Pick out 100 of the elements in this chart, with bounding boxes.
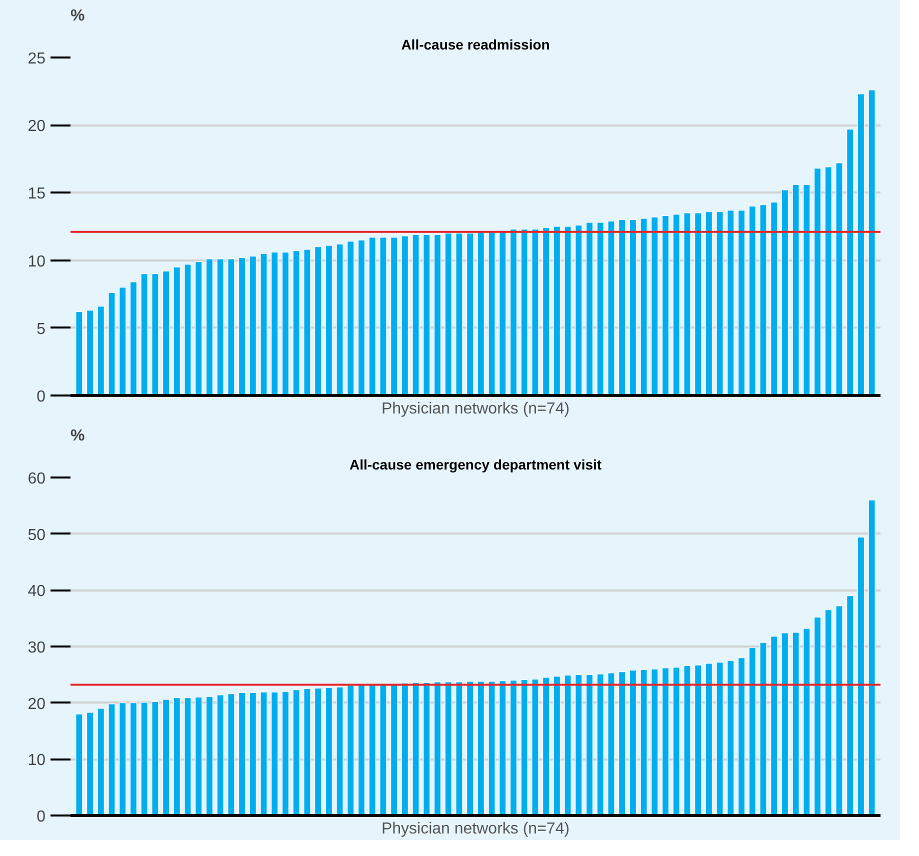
bar xyxy=(97,306,104,396)
bar xyxy=(824,610,832,816)
bar xyxy=(282,252,290,396)
bar xyxy=(694,212,702,396)
bar xyxy=(119,287,126,396)
bar xyxy=(608,672,615,816)
bar xyxy=(444,682,452,816)
bar xyxy=(292,250,300,396)
bar xyxy=(781,190,789,396)
bar xyxy=(456,232,463,396)
bar xyxy=(640,669,648,816)
bar xyxy=(684,212,691,396)
chart-title: All-cause readmission xyxy=(401,36,550,52)
bar xyxy=(76,714,83,816)
bar xyxy=(260,253,268,396)
bar xyxy=(651,216,658,396)
bar xyxy=(814,168,822,396)
y-tick-label: 0 xyxy=(36,388,46,406)
bar xyxy=(152,701,159,816)
bar xyxy=(748,647,756,816)
bar xyxy=(401,682,408,816)
y-axis-title: % xyxy=(70,8,85,24)
bar xyxy=(380,237,387,396)
bar xyxy=(803,628,810,816)
bar xyxy=(216,694,224,816)
bar xyxy=(477,681,484,816)
bar xyxy=(542,228,550,396)
bar xyxy=(629,219,636,396)
bar xyxy=(119,702,126,816)
bar xyxy=(770,636,778,816)
bar xyxy=(477,232,484,396)
bar xyxy=(672,214,680,396)
bar xyxy=(586,222,594,396)
bar xyxy=(271,692,278,816)
bar xyxy=(575,224,582,396)
bar xyxy=(423,234,430,396)
bar xyxy=(640,218,648,396)
bar xyxy=(466,232,474,396)
bar xyxy=(651,668,658,816)
bar xyxy=(412,234,420,396)
bar xyxy=(727,210,734,396)
bar xyxy=(792,632,800,816)
bar xyxy=(836,606,843,816)
bar xyxy=(412,682,420,816)
bar xyxy=(206,258,214,396)
y-tick-label: 15 xyxy=(28,186,46,203)
bar xyxy=(662,668,670,816)
bar xyxy=(162,270,170,396)
bar xyxy=(195,261,202,396)
bar xyxy=(868,500,876,816)
bar xyxy=(195,696,202,816)
bar xyxy=(173,697,180,816)
bar xyxy=(347,685,354,816)
bar xyxy=(618,219,626,396)
bar xyxy=(836,162,843,396)
bar xyxy=(108,292,116,396)
bar xyxy=(748,206,756,396)
bar xyxy=(130,282,138,396)
bar xyxy=(868,90,876,396)
bar xyxy=(314,246,322,396)
bar xyxy=(532,678,539,816)
bar xyxy=(684,665,691,816)
bar xyxy=(162,699,170,816)
bar xyxy=(228,258,235,396)
bar xyxy=(423,682,430,816)
bar xyxy=(575,674,582,816)
bar xyxy=(206,696,214,816)
x-axis-title: Physician networks (n=74) xyxy=(381,820,570,838)
bar xyxy=(228,694,235,816)
bar xyxy=(292,690,300,816)
bar xyxy=(368,237,376,396)
bar xyxy=(705,211,712,396)
bar xyxy=(434,234,442,396)
bar xyxy=(564,674,572,816)
y-tick-label: 60 xyxy=(28,470,46,488)
bar xyxy=(152,274,159,396)
bar xyxy=(390,684,398,816)
bar xyxy=(672,667,680,816)
bar xyxy=(260,692,268,816)
chart-title: All-cause emergency department visit xyxy=(349,456,602,472)
bar xyxy=(184,697,192,816)
y-tick-label: 20 xyxy=(28,696,46,713)
bar xyxy=(488,232,496,396)
bar xyxy=(336,686,344,816)
bar xyxy=(130,702,138,816)
bar xyxy=(282,691,290,816)
bar xyxy=(705,663,712,816)
bar xyxy=(325,687,332,816)
bar xyxy=(271,252,278,396)
bar xyxy=(738,210,746,396)
bar xyxy=(727,660,734,816)
bar xyxy=(140,702,148,816)
bar xyxy=(564,226,572,396)
bar xyxy=(368,684,376,816)
bar xyxy=(466,681,474,816)
bar xyxy=(770,202,778,396)
bar xyxy=(456,682,463,816)
y-tick-label: 10 xyxy=(28,752,46,770)
bar xyxy=(184,264,192,396)
bar xyxy=(108,704,116,816)
